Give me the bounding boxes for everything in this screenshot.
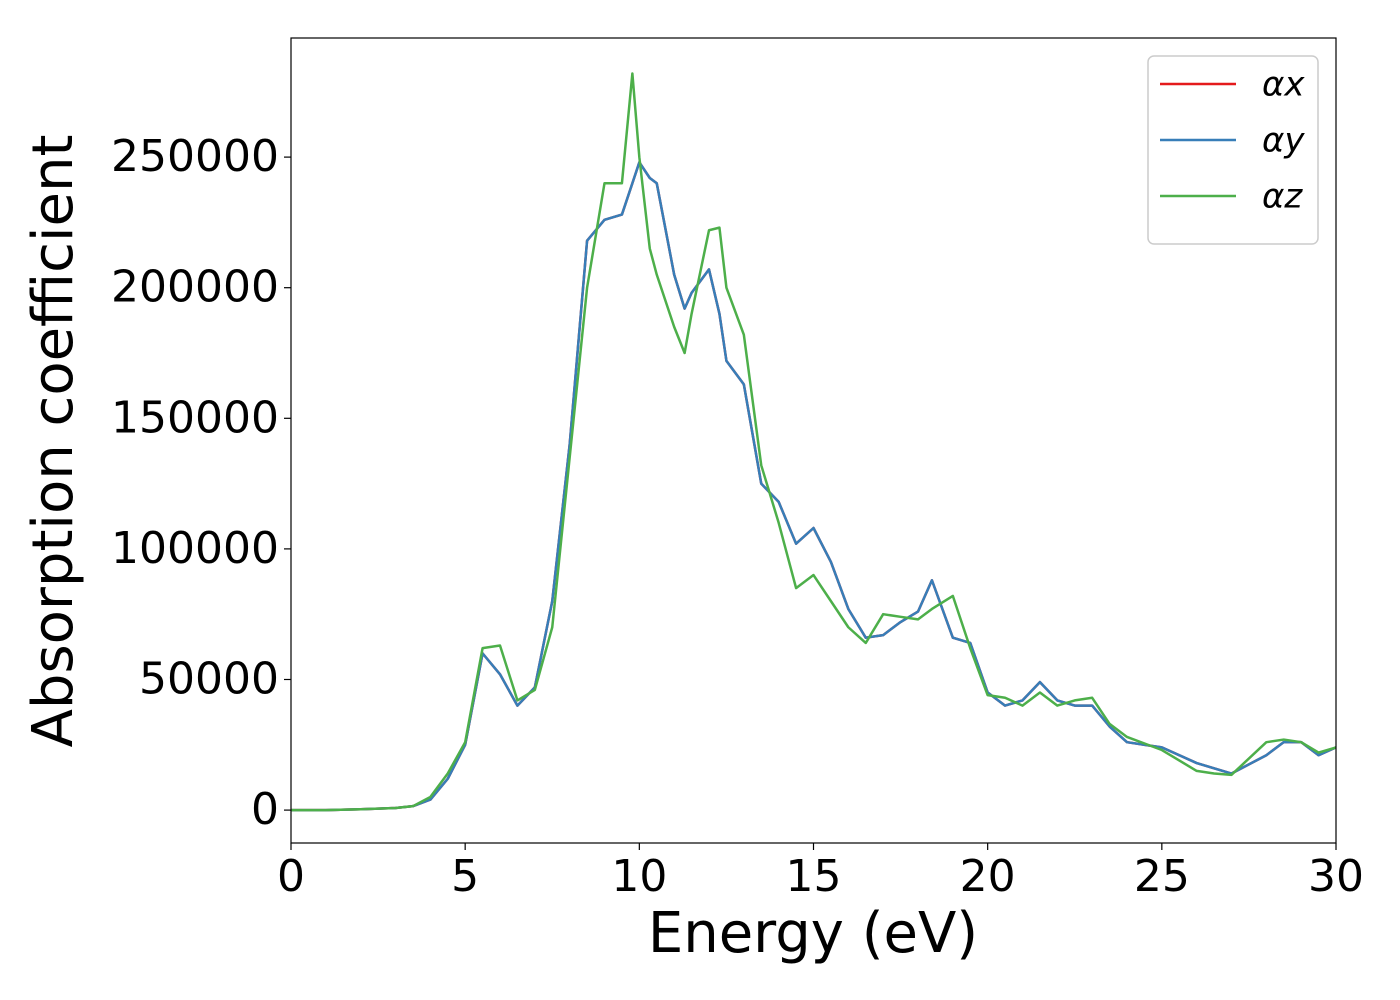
x-tick-label: 30 (1308, 851, 1364, 902)
x-tick-label: 5 (451, 851, 479, 902)
y-tick-label: 0 (251, 784, 279, 835)
legend-label: αy (1262, 121, 1305, 161)
data-line (291, 72, 1336, 812)
y-tick-label: 50000 (139, 653, 279, 704)
x-tick-label: 10 (611, 851, 667, 902)
x-tick-label: 25 (1134, 851, 1190, 902)
legend-label: αx (1262, 65, 1305, 105)
y-axis-label: Absorption coefficient (21, 135, 86, 748)
y-tick-label: 100000 (111, 523, 279, 574)
x-tick-label: 15 (786, 851, 842, 902)
x-tick-label: 20 (960, 851, 1016, 902)
data-line (291, 161, 1336, 812)
legend-label: αz (1262, 177, 1303, 217)
y-tick-label: 150000 (111, 392, 279, 443)
data-line (291, 161, 1336, 812)
x-tick-label: 0 (277, 851, 305, 902)
plot-frame (290, 37, 1337, 844)
y-tick-label: 200000 (111, 262, 279, 313)
y-tick-label: 250000 (111, 131, 279, 182)
x-axis-label: Energy (eV) (648, 901, 978, 966)
